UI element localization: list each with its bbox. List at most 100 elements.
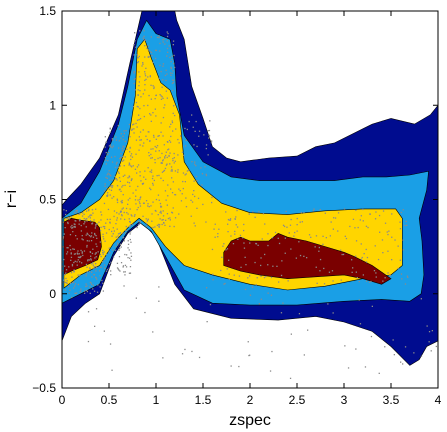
scatter-point (145, 222, 148, 225)
scatter-point (160, 122, 162, 124)
scatter-point (160, 98, 163, 100)
scatter-point (123, 240, 125, 242)
scatter-point (239, 234, 242, 237)
scatter-point (126, 229, 128, 232)
scatter-point (158, 150, 160, 152)
scatter-point (89, 267, 91, 269)
scatter-point (201, 184, 203, 186)
scatter-point (194, 161, 196, 163)
x-tick-label: 3 (341, 393, 348, 407)
scatter-point (120, 210, 122, 212)
scatter-point (367, 226, 369, 229)
scatter-point (404, 283, 407, 285)
scatter-point (171, 170, 173, 172)
scatter-point (170, 74, 172, 76)
scatter-point (371, 305, 373, 307)
scatter-point (107, 192, 109, 194)
scatter-point (129, 208, 131, 210)
scatter-point (127, 199, 129, 201)
scatter-point (169, 152, 171, 154)
scatter-point (124, 232, 127, 234)
scatter-point (152, 184, 154, 186)
scatter-point (119, 239, 121, 241)
scatter-point (131, 215, 133, 217)
scatter-point (263, 276, 266, 279)
scatter-point (388, 230, 390, 232)
scatter-point (223, 283, 225, 285)
scatter-point (70, 226, 72, 228)
scatter-point (137, 164, 140, 166)
scatter-point (72, 248, 74, 250)
scatter-point (159, 42, 161, 45)
scatter-point (172, 44, 174, 46)
scatter-point (193, 222, 195, 224)
scatter-point (130, 259, 132, 261)
scatter-point (290, 248, 292, 250)
scatter-point (123, 165, 125, 167)
scatter-point (122, 155, 124, 158)
scatter-point (66, 247, 68, 249)
scatter-point (129, 257, 131, 259)
scatter-point (255, 284, 257, 286)
scatter-point (399, 221, 401, 223)
scatter-point (100, 255, 102, 258)
scatter-point (80, 288, 82, 290)
scatter-point (171, 211, 173, 213)
scatter-point (142, 63, 144, 65)
scatter-point (138, 85, 140, 87)
scatter-point (115, 139, 118, 141)
scatter-point (121, 215, 123, 217)
scatter-point (76, 292, 78, 294)
scatter-point (73, 223, 75, 225)
scatter-point (80, 255, 82, 258)
scatter-point (123, 146, 125, 148)
scatter-point (87, 233, 89, 236)
scatter-point (106, 174, 108, 176)
scatter-point (169, 163, 171, 165)
scatter-point (122, 266, 124, 268)
scatter-point (70, 253, 72, 255)
scatter-point (79, 219, 82, 221)
scatter-point (123, 285, 125, 287)
scatter-point (394, 239, 396, 241)
scatter-point (130, 165, 132, 167)
scatter-point (119, 165, 121, 167)
scatter-point (164, 190, 167, 192)
scatter-point (228, 219, 230, 221)
scatter-point (138, 119, 140, 121)
scatter-point (129, 231, 132, 233)
scatter-point (79, 291, 81, 293)
scatter-point (124, 156, 126, 158)
scatter-point (230, 365, 232, 367)
scatter-point (296, 224, 298, 226)
scatter-point (80, 249, 82, 252)
scatter-point (332, 312, 334, 314)
scatter-point (404, 346, 407, 348)
scatter-point (174, 194, 176, 196)
scatter-point (90, 214, 93, 216)
scatter-point (103, 238, 105, 240)
scatter-point (74, 223, 76, 225)
scatter-point (153, 86, 155, 88)
scatter-point (171, 192, 174, 194)
scatter-point (158, 135, 160, 137)
scatter-point (132, 165, 134, 167)
scatter-point (89, 217, 91, 219)
scatter-point (192, 126, 194, 128)
scatter-point (137, 185, 139, 188)
scatter-point (85, 273, 88, 275)
scatter-point (92, 262, 94, 264)
x-axis: 0 0.5 1 1.5 2 2.5 3 3.5 4 (59, 11, 442, 407)
scatter-point (129, 185, 131, 187)
scatter-point (82, 239, 84, 241)
scatter-point (115, 178, 117, 180)
scatter-point (233, 274, 235, 276)
scatter-point (158, 77, 160, 80)
scatter-point (351, 259, 353, 261)
scatter-point (365, 225, 368, 227)
scatter-point (160, 177, 162, 179)
scatter-point (149, 50, 151, 53)
scatter-point (122, 237, 124, 239)
scatter-point (95, 277, 97, 279)
scatter-point (62, 270, 64, 272)
